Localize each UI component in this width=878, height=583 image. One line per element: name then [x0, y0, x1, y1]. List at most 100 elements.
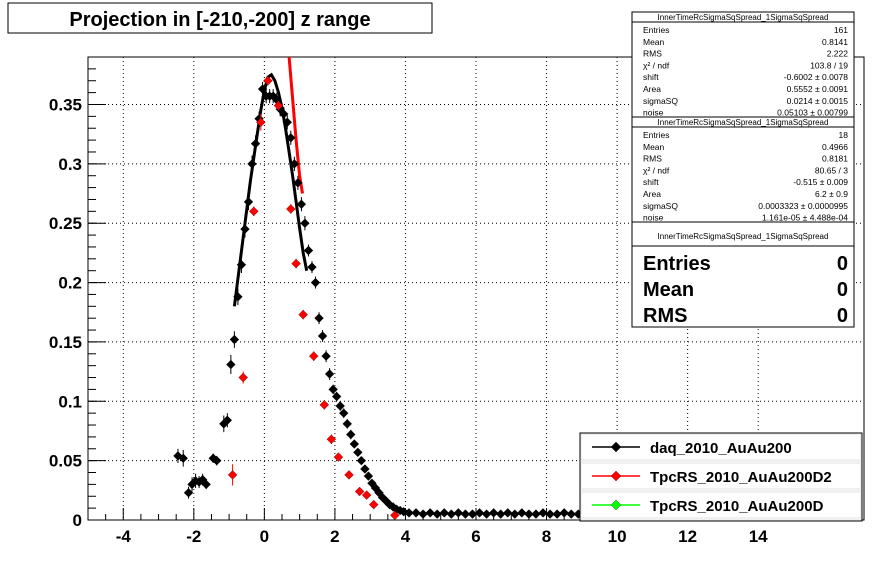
data-point-0 [183, 487, 194, 498]
data-point-0 [226, 359, 236, 370]
data-point-0 [201, 479, 211, 490]
stats-value: 0 [837, 305, 848, 327]
data-point-1 [256, 117, 266, 128]
stats-label: RMS [643, 154, 662, 164]
y-tick-label: 0.35 [49, 95, 82, 114]
stats-value: 2.222 [827, 49, 849, 59]
data-point-1 [263, 76, 273, 86]
data-point-0 [349, 439, 360, 449]
legend-label: daq_2010_AuAu200 [650, 440, 792, 457]
x-tick-label: -4 [116, 527, 132, 546]
data-point-0 [282, 117, 293, 128]
data-point-0 [279, 109, 289, 119]
y-tick-label: 0.25 [49, 214, 82, 233]
legend-label: TpcRS_2010_AuAu200D2 [650, 469, 832, 486]
data-point-1 [286, 204, 296, 214]
stats-value: 0.05103 ± 0.00799 [777, 108, 848, 118]
data-point-1 [238, 372, 248, 383]
chart-title: Projection in [-210,-200] z range [69, 9, 370, 31]
data-point-0 [418, 509, 428, 519]
data-point-0 [328, 384, 338, 395]
stats-value: 0.4966 [822, 142, 848, 152]
x-tick-label: 4 [401, 527, 411, 546]
data-point-0 [289, 159, 300, 169]
data-point-0 [531, 509, 541, 519]
data-point-0 [398, 506, 409, 517]
y-tick-label: 0.2 [58, 274, 82, 293]
data-point-0 [293, 178, 303, 188]
data-point-0 [346, 429, 356, 440]
data-point-0 [460, 509, 471, 519]
stats-label: Entries [643, 130, 669, 140]
data-point-0 [222, 415, 233, 425]
data-point-1 [319, 400, 330, 410]
data-point-0 [339, 408, 349, 418]
data-point-0 [517, 508, 527, 518]
x-tick-label: 6 [471, 527, 480, 546]
data-point-0 [363, 471, 374, 481]
x-tick-label: 14 [749, 527, 768, 546]
legend-marker [610, 499, 622, 511]
data-point-0 [233, 292, 243, 302]
data-point-0 [559, 508, 569, 518]
data-point-0 [310, 277, 321, 288]
data-point-1 [291, 258, 301, 269]
data-point-0 [360, 464, 370, 474]
stats-label: noise [643, 213, 664, 223]
data-point-0 [545, 509, 555, 519]
data-point-0 [425, 508, 435, 518]
stats-value: 0.5552 ± 0.0091 [787, 84, 849, 94]
data-point-1 [390, 510, 400, 520]
data-point-0 [566, 509, 576, 519]
y-tick-label: 0.15 [49, 333, 82, 352]
data-point-0 [356, 455, 367, 466]
stats-label: noise [643, 108, 664, 118]
stats-value: 0.8181 [822, 154, 848, 164]
stats-value: 0 [837, 253, 848, 275]
data-point-0 [250, 138, 261, 149]
data-point-0 [178, 453, 188, 463]
data-point-1 [354, 486, 365, 497]
x-tick-label: 8 [542, 527, 551, 546]
data-point-0 [236, 260, 247, 270]
axis-layer: -4 -2 0 2 4 6 8 10 12 14 0 0.05 0.1 0.15 0.2 0.25 0.3 0.3… [49, 68, 865, 546]
data-point-0 [300, 218, 310, 228]
data-point-0 [538, 508, 548, 518]
stats-label: RMS [643, 49, 662, 59]
data-point-0 [307, 262, 317, 272]
stats-label: shift [643, 177, 659, 187]
stats-box-3: InnerTimeRcSigmaSqSpread_1SigmaSqSpread … [631, 221, 855, 328]
x-tick-label: 0 [260, 527, 269, 546]
data-point-1 [333, 452, 344, 462]
data-point-0 [324, 369, 335, 379]
data-point-0 [488, 508, 499, 518]
data-point-0 [353, 447, 363, 458]
stats-label: Mean [643, 37, 665, 47]
data-point-0 [286, 133, 296, 143]
data-point-0 [503, 508, 513, 518]
y-tick-label: 0.3 [58, 155, 82, 174]
data-point-0 [439, 508, 449, 518]
data-point-0 [314, 313, 324, 323]
title-box: Projection in [-210,-200] z range [7, 2, 433, 34]
data-point-0 [243, 197, 254, 207]
stats-label: shift [643, 72, 659, 82]
legend-marker [610, 441, 622, 453]
legend-label: TpcRS_2010_AuAu200D [650, 498, 824, 515]
data-point-1 [361, 490, 372, 500]
data-point-0 [453, 508, 464, 518]
stats-label: sigmaSQ [643, 201, 678, 211]
x-tick-label: 10 [608, 527, 627, 546]
data-point-1 [344, 470, 354, 480]
stats-box-2: InnerTimeRcSigmaSqSpread_1SigmaSqSpread … [631, 116, 855, 223]
stats-label: Area [643, 84, 661, 94]
stats-label: Mean [643, 142, 665, 152]
data-point-0 [524, 509, 534, 519]
data-point-0 [552, 509, 562, 519]
data-point-0 [404, 508, 414, 518]
stats-value: 103.8 / 19 [810, 60, 848, 70]
stats-box-1-header: InnerTimeRcSigmaSqSpread_1SigmaSqSpread [658, 13, 829, 22]
stats-box-3-header: InnerTimeRcSigmaSqSpread_1SigmaSqSpread [658, 232, 829, 241]
y-tick-label: 0.05 [49, 452, 82, 471]
